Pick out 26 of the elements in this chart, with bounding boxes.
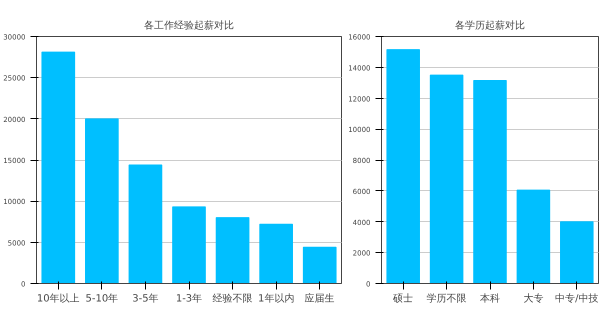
bar — [386, 49, 420, 284]
x-tick-label: 大专 — [523, 292, 544, 304]
x-tick-label: 硕士 — [392, 292, 414, 304]
bar — [560, 221, 594, 284]
bar — [41, 52, 76, 284]
x-tick-label: 1年以内 — [258, 292, 294, 304]
x-tick-label: 本科 — [480, 292, 500, 304]
bar — [85, 118, 119, 284]
bar — [216, 217, 250, 284]
x-tick-label: 10年以上 — [36, 292, 80, 304]
bar — [128, 164, 162, 284]
bar — [302, 246, 337, 284]
x-tick-label: 应届生 — [304, 292, 335, 304]
bar — [516, 190, 550, 284]
x-tick-label: 1-3年 — [176, 292, 202, 304]
x-tick-label: 学历不限 — [426, 292, 467, 304]
bar — [172, 206, 206, 284]
x-tick-label: 中专/中技 — [555, 292, 598, 304]
chart-title: 各学历起薪对比 — [455, 20, 525, 32]
x-tick-label: 经验不限 — [212, 292, 253, 304]
chart-title: 各工作经验起薪对比 — [144, 20, 234, 32]
bar — [430, 74, 464, 284]
x-tick-label: 5-10年 — [86, 292, 118, 304]
x-tick-label: 3-5年 — [132, 292, 159, 304]
bar — [259, 224, 293, 284]
bar — [473, 80, 507, 284]
